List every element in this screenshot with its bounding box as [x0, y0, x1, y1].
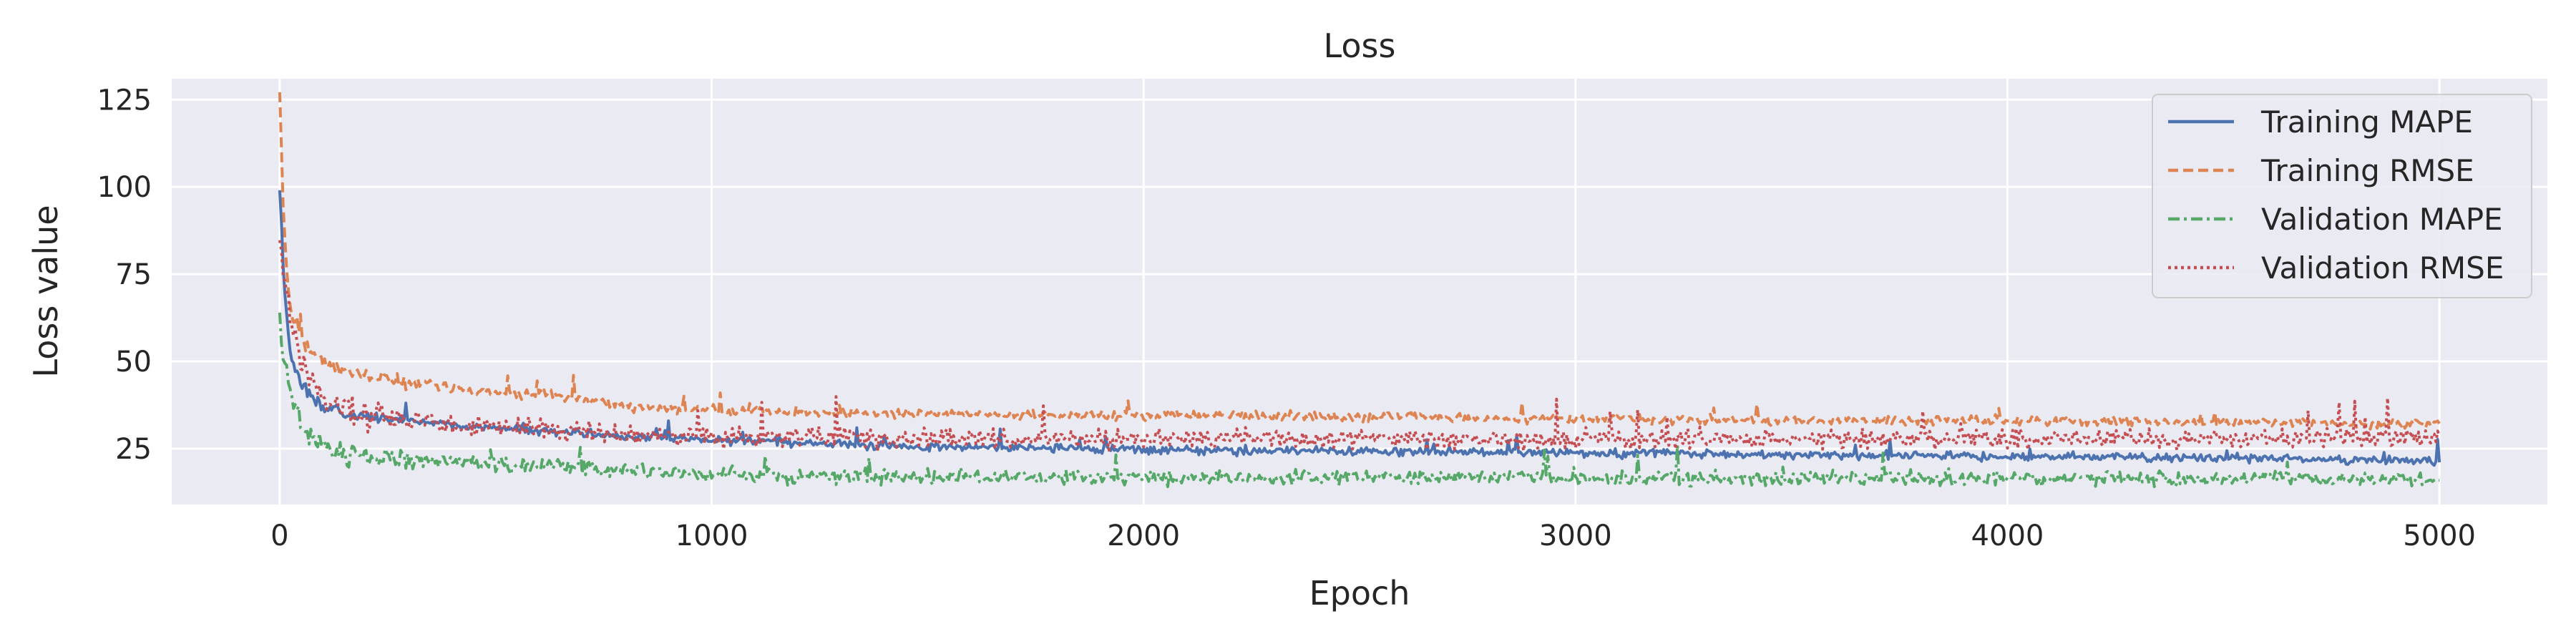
y-tick-label: 100: [97, 171, 152, 204]
y-axis-ticks: 25 50 75 100 125: [97, 84, 152, 466]
grid-lines: [172, 79, 2547, 504]
x-axis-ticks: 0 1000 2000 3000 4000 5000: [270, 519, 2476, 552]
legend-label: Validation RMSE: [2261, 250, 2504, 286]
x-tick-label: 2000: [1107, 519, 1180, 552]
y-tick-label: 125: [97, 84, 152, 117]
chart-title: Loss: [1324, 26, 1396, 65]
legend: Training MAPE Training RMSE Validation MAP…: [2152, 94, 2532, 298]
legend-label: Training MAPE: [2260, 104, 2473, 140]
x-tick-label: 5000: [2403, 519, 2476, 552]
y-tick-label: 75: [115, 258, 152, 291]
legend-label: Training RMSE: [2260, 153, 2474, 188]
y-axis-label: Loss value: [26, 205, 65, 377]
y-tick-label: 25: [115, 433, 152, 466]
series-layer: [278, 92, 2441, 489]
x-tick-label: 3000: [1539, 519, 1612, 552]
series-line-2: [278, 92, 2441, 431]
legend-box: [2152, 94, 2532, 298]
series-line-1: [278, 190, 2441, 467]
series-line-4: [278, 240, 2441, 453]
y-tick-label: 50: [115, 346, 152, 379]
x-tick-label: 4000: [1971, 519, 2044, 552]
x-tick-label: 0: [270, 519, 288, 552]
x-tick-label: 1000: [675, 519, 748, 552]
x-axis-label: Epoch: [1309, 574, 1410, 613]
legend-label: Validation MAPE: [2261, 202, 2503, 237]
series-line-3: [278, 312, 2440, 489]
